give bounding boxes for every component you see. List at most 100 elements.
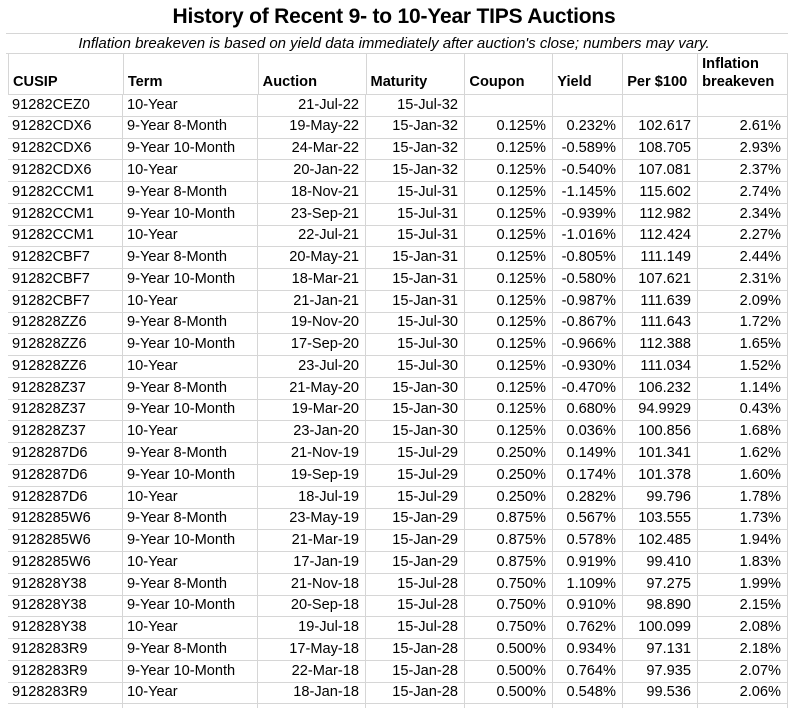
table-cell[interactable]: 9128285W6 <box>8 508 123 531</box>
table-cell[interactable]: 103.555 <box>623 508 698 531</box>
table-cell[interactable]: 91282CDX6 <box>8 160 123 183</box>
table-cell[interactable]: 2.09% <box>698 290 788 313</box>
table-cell[interactable]: 0.125% <box>465 247 553 270</box>
table-cell[interactable]: 1.52% <box>698 356 788 378</box>
table-cell[interactable]: 0.149% <box>553 443 623 466</box>
table-cell[interactable]: 9-Year 8-Month <box>123 443 258 466</box>
table-cell[interactable] <box>465 95 553 117</box>
table-cell[interactable]: 0.919% <box>553 552 623 574</box>
table-cell[interactable]: 111.643 <box>623 312 698 335</box>
table-cell[interactable]: -0.939% <box>553 203 623 226</box>
table-cell[interactable]: 0.125% <box>465 377 553 400</box>
table-cell[interactable]: 99.410 <box>623 552 698 574</box>
table-cell[interactable]: 100.856 <box>623 421 698 444</box>
table-cell[interactable]: 19-May-22 <box>258 116 366 139</box>
table-cell[interactable] <box>366 704 465 709</box>
table-cell[interactable]: 2.74% <box>698 182 788 204</box>
table-cell[interactable]: 9-Year 10-Month <box>123 138 258 161</box>
table-cell[interactable]: 15-Jul-30 <box>366 312 465 335</box>
table-cell[interactable]: -0.930% <box>553 356 623 378</box>
table-cell[interactable]: -1.145% <box>553 182 623 204</box>
table-cell[interactable]: 102.617 <box>623 116 698 139</box>
table-cell[interactable]: 9-Year 10-Month <box>123 269 258 291</box>
table-cell[interactable] <box>553 704 623 709</box>
table-cell[interactable]: 18-Mar-21 <box>258 269 366 291</box>
table-cell[interactable]: 15-Jul-29 <box>366 486 465 509</box>
table-cell[interactable]: 0.125% <box>465 356 553 378</box>
table-cell[interactable]: 91282CBF7 <box>8 269 123 291</box>
table-cell[interactable]: 9128287D6 <box>8 443 123 466</box>
table-cell[interactable]: 15-Jan-31 <box>366 290 465 313</box>
table-cell[interactable]: 21-May-20 <box>258 377 366 400</box>
table-cell[interactable]: 19-Mar-20 <box>258 399 366 422</box>
table-cell[interactable]: 0.934% <box>553 639 623 661</box>
table-cell[interactable]: 15-Jul-30 <box>366 356 465 378</box>
table-cell[interactable]: 15-Jan-31 <box>366 247 465 270</box>
table-cell[interactable]: 0.125% <box>465 290 553 313</box>
table-cell[interactable]: 912828Z37 <box>8 377 123 400</box>
table-cell[interactable]: 1.62% <box>698 443 788 466</box>
table-cell[interactable]: 1.65% <box>698 334 788 357</box>
table-cell[interactable]: 2.07% <box>698 660 788 683</box>
table-cell[interactable] <box>8 704 123 709</box>
table-cell[interactable]: 9-Year 8-Month <box>123 182 258 204</box>
table-cell[interactable]: 1.60% <box>698 465 788 487</box>
table-cell[interactable]: 0.125% <box>465 116 553 139</box>
table-cell[interactable]: 10-Year <box>123 95 258 117</box>
table-cell[interactable]: 99.796 <box>623 486 698 509</box>
table-cell[interactable]: 15-Jul-29 <box>366 443 465 466</box>
table-cell[interactable]: 9-Year 10-Month <box>123 595 258 618</box>
table-cell[interactable]: 9-Year 10-Month <box>123 660 258 683</box>
column-header-term[interactable]: Term <box>123 53 259 95</box>
table-cell[interactable]: 9-Year 10-Month <box>123 203 258 226</box>
table-cell[interactable]: 10-Year <box>123 617 258 640</box>
table-cell[interactable]: 91282CEZ0 <box>8 95 123 117</box>
table-cell[interactable]: 10-Year <box>123 225 258 248</box>
table-cell[interactable]: 21-Jan-21 <box>258 290 366 313</box>
table-cell[interactable]: 15-Jul-29 <box>366 465 465 487</box>
table-cell[interactable]: 0.125% <box>465 182 553 204</box>
table-cell[interactable]: 24-Mar-22 <box>258 138 366 161</box>
table-cell[interactable]: 0.910% <box>553 595 623 618</box>
table-cell[interactable]: 2.44% <box>698 247 788 270</box>
table-cell[interactable]: 0.174% <box>553 465 623 487</box>
table-cell[interactable]: 0.567% <box>553 508 623 531</box>
column-header-coupon[interactable]: Coupon <box>465 53 554 95</box>
table-cell[interactable]: 15-Jul-32 <box>366 95 465 117</box>
table-cell[interactable]: 91282CDX6 <box>8 138 123 161</box>
table-cell[interactable]: 1.78% <box>698 486 788 509</box>
table-cell[interactable]: 0.875% <box>465 508 553 531</box>
table-cell[interactable]: 15-Jan-32 <box>366 160 465 183</box>
table-cell[interactable]: 0.125% <box>465 399 553 422</box>
table-cell[interactable]: 19-Sep-19 <box>258 465 366 487</box>
table-cell[interactable]: 1.83% <box>698 552 788 574</box>
table-cell[interactable]: 0.125% <box>465 160 553 183</box>
table-cell[interactable]: 0.500% <box>465 682 553 705</box>
table-cell[interactable]: 20-May-21 <box>258 247 366 270</box>
table-cell[interactable]: -0.987% <box>553 290 623 313</box>
table-cell[interactable]: 18-Jul-19 <box>258 486 366 509</box>
table-cell[interactable]: 15-Jul-30 <box>366 334 465 357</box>
table-cell[interactable]: 0.43% <box>698 399 788 422</box>
table-cell[interactable]: 15-Jan-28 <box>366 639 465 661</box>
table-cell[interactable]: 9128285W6 <box>8 552 123 574</box>
table-cell[interactable]: 912828ZZ6 <box>8 334 123 357</box>
table-cell[interactable]: 100.099 <box>623 617 698 640</box>
table-cell[interactable]: 2.34% <box>698 203 788 226</box>
table-cell[interactable]: 0.750% <box>465 573 553 596</box>
table-cell[interactable]: 15-Jan-28 <box>366 682 465 705</box>
table-cell[interactable]: 10-Year <box>123 160 258 183</box>
table-cell[interactable]: 2.15% <box>698 595 788 618</box>
table-cell[interactable]: 2.93% <box>698 138 788 161</box>
table-cell[interactable]: 15-Jan-32 <box>366 116 465 139</box>
table-cell[interactable]: 1.94% <box>698 530 788 553</box>
table-cell[interactable]: 0.750% <box>465 595 553 618</box>
table-cell[interactable] <box>553 95 623 117</box>
table-cell[interactable]: 15-Jan-29 <box>366 552 465 574</box>
table-cell[interactable]: 23-Sep-21 <box>258 203 366 226</box>
table-cell[interactable]: 0.750% <box>465 617 553 640</box>
table-cell[interactable]: 108.705 <box>623 138 698 161</box>
table-cell[interactable]: 20-Jan-22 <box>258 160 366 183</box>
table-cell[interactable]: 912828Y38 <box>8 595 123 618</box>
table-cell[interactable]: 21-Nov-18 <box>258 573 366 596</box>
